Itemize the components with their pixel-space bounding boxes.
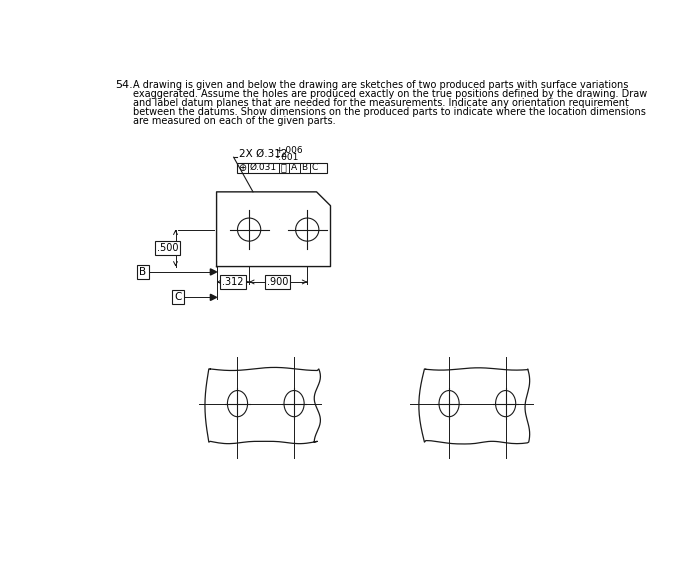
Text: .900: .900 (267, 277, 288, 287)
Polygon shape (210, 269, 216, 275)
Text: -.001: -.001 (276, 153, 299, 161)
Text: are measured on each of the given parts.: are measured on each of the given parts. (133, 116, 336, 126)
Polygon shape (210, 294, 216, 301)
Text: ⊕: ⊕ (238, 163, 247, 173)
Text: Ø.031: Ø.031 (249, 163, 276, 172)
Text: between the datums. Show dimensions on the produced parts to indicate where the : between the datums. Show dimensions on t… (133, 107, 646, 117)
Text: .500: .500 (157, 243, 178, 253)
Text: Ⓜ: Ⓜ (281, 163, 287, 173)
Text: C: C (174, 292, 182, 302)
Text: .312: .312 (222, 277, 244, 287)
Text: 2X Ø.312: 2X Ø.312 (239, 149, 287, 159)
Text: C: C (312, 163, 318, 172)
Text: A drawing is given and below the drawing are sketches of two produced parts with: A drawing is given and below the drawing… (133, 80, 628, 90)
Text: 54.: 54. (115, 80, 133, 90)
Text: A: A (291, 163, 297, 172)
Text: and label datum planes that are needed for the measurements. Indicate any orient: and label datum planes that are needed f… (133, 98, 629, 108)
Bar (238, 163, 327, 173)
Text: exaggerated. Assume the holes are produced exactly on the true positions defined: exaggerated. Assume the holes are produc… (133, 89, 647, 99)
Text: +.006: +.006 (276, 146, 303, 155)
Text: B: B (140, 267, 146, 277)
Text: B: B (301, 163, 307, 172)
